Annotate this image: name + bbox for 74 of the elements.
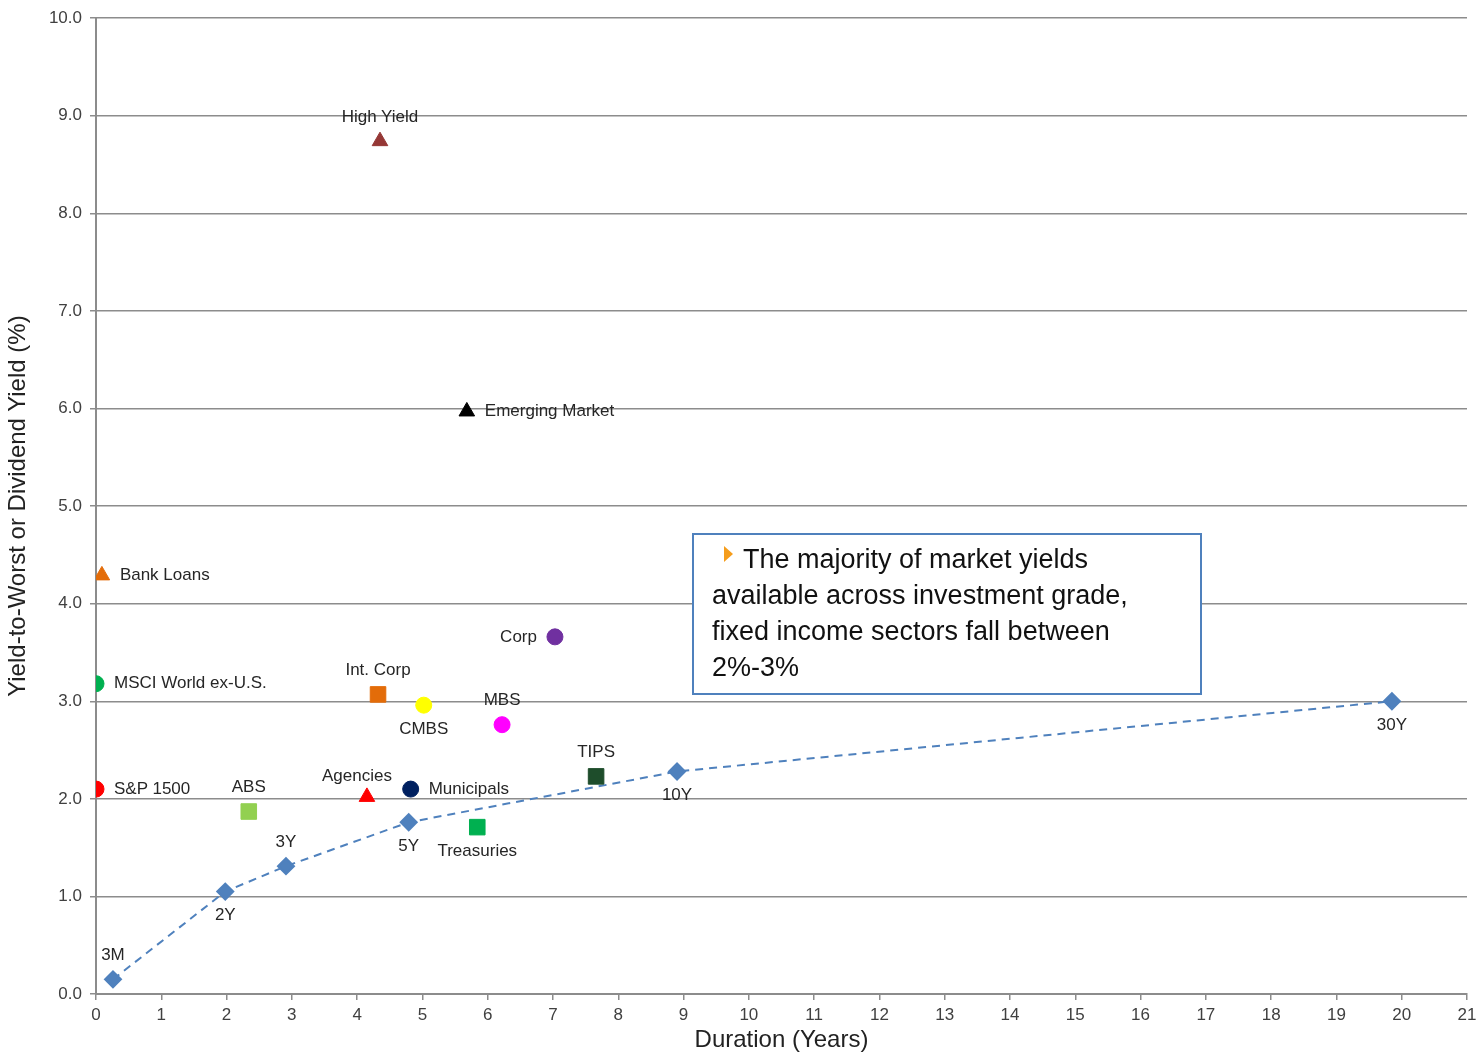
point bbox=[668, 762, 687, 781]
x-tick-label: 4 bbox=[352, 1004, 362, 1024]
annotation: 5Y bbox=[398, 835, 420, 855]
point bbox=[276, 857, 295, 876]
series-label: Municipals bbox=[428, 778, 509, 798]
y-tick-label: 8.0 bbox=[58, 203, 82, 223]
x-tick-label: 5 bbox=[417, 1004, 428, 1024]
y-tick-label: 7.0 bbox=[58, 300, 82, 320]
point bbox=[96, 565, 111, 581]
x-tick-label: 10 bbox=[739, 1004, 759, 1024]
y-tick-label: 3.0 bbox=[58, 690, 82, 710]
x-tick-label: 17 bbox=[1196, 1004, 1216, 1024]
annotation: 10Y bbox=[661, 785, 693, 805]
annotation: 3Y bbox=[275, 831, 297, 851]
x-tick-label: 13 bbox=[935, 1004, 955, 1024]
point bbox=[493, 716, 511, 734]
text-box: The majority of market yields available across investment grade, fixed income sectors fall between 2%-3% bbox=[692, 533, 1202, 695]
series-label: S&P 1500 bbox=[114, 778, 191, 798]
x-tick-label: 0 bbox=[91, 1004, 101, 1024]
series-label: Emerging Market bbox=[484, 401, 615, 421]
y-tick-label: 4.0 bbox=[58, 593, 82, 613]
x-tick-label: 9 bbox=[678, 1004, 689, 1024]
x-tick-label: 2 bbox=[221, 1004, 232, 1024]
x-tick-label: 16 bbox=[1131, 1004, 1151, 1024]
point bbox=[1382, 692, 1401, 711]
x-tick-label: 8 bbox=[613, 1004, 624, 1024]
annotation: The majority of market yields available across investment grade, fixed income sectors fall between 2%-3% bbox=[712, 544, 1128, 682]
point bbox=[369, 686, 387, 703]
annotation: 2Y bbox=[214, 905, 236, 925]
x-tick-label: 6 bbox=[482, 1004, 493, 1024]
x-tick-label: 20 bbox=[1392, 1004, 1412, 1024]
point bbox=[587, 768, 605, 785]
point bbox=[546, 628, 564, 646]
y-tick-label: 0.0 bbox=[58, 983, 82, 1003]
series-label: Int. Corp bbox=[345, 660, 411, 680]
point bbox=[402, 780, 420, 798]
series-label: CMBS bbox=[399, 718, 449, 738]
y-axis-title: Yield-to-Worst or Dividend Yield (%) bbox=[3, 315, 31, 697]
x-tick-label: 21 bbox=[1457, 1004, 1477, 1024]
x-tick-label: 7 bbox=[548, 1004, 558, 1024]
x-tick-label: 11 bbox=[805, 1004, 823, 1024]
point bbox=[415, 696, 433, 714]
annotation: 30Y bbox=[1376, 714, 1408, 734]
y-tick-label: 5.0 bbox=[58, 495, 82, 515]
series-label: Bank Loans bbox=[119, 565, 210, 585]
annotation: 3M bbox=[101, 945, 125, 965]
series-label: ABS bbox=[231, 777, 266, 797]
series-label: Agencies bbox=[321, 765, 392, 785]
series-label: MSCI World ex-U.S. bbox=[114, 673, 267, 693]
y-tick-label: 1.0 bbox=[58, 886, 82, 906]
x-tick-label: 14 bbox=[1000, 1004, 1020, 1024]
x-tick-label: 18 bbox=[1261, 1004, 1281, 1024]
x-tick-label: 1 bbox=[156, 1004, 167, 1024]
y-tick-label: 2.0 bbox=[58, 788, 82, 808]
series-label: MBS bbox=[483, 690, 521, 710]
point bbox=[468, 818, 486, 836]
x-tick-label: 12 bbox=[869, 1004, 889, 1024]
x-axis-title: Duration (Years) bbox=[694, 1025, 869, 1053]
x-tick-label: 19 bbox=[1326, 1004, 1346, 1024]
x-tick-label: 15 bbox=[1065, 1004, 1085, 1024]
point bbox=[103, 970, 122, 989]
y-tick-label: 10.0 bbox=[48, 7, 82, 27]
point bbox=[458, 401, 476, 417]
y-tick-label: 9.0 bbox=[58, 105, 82, 125]
series-label: High Yield bbox=[341, 106, 419, 126]
series-label: Treasuries bbox=[437, 840, 518, 860]
x-tick-label: 3 bbox=[287, 1004, 297, 1024]
point bbox=[216, 882, 235, 901]
series-label: Corp bbox=[500, 626, 537, 646]
y-tick-label: 6.0 bbox=[58, 398, 82, 418]
point bbox=[371, 131, 389, 147]
series-label: TIPS bbox=[577, 742, 615, 762]
point bbox=[399, 813, 418, 832]
point bbox=[240, 803, 258, 820]
